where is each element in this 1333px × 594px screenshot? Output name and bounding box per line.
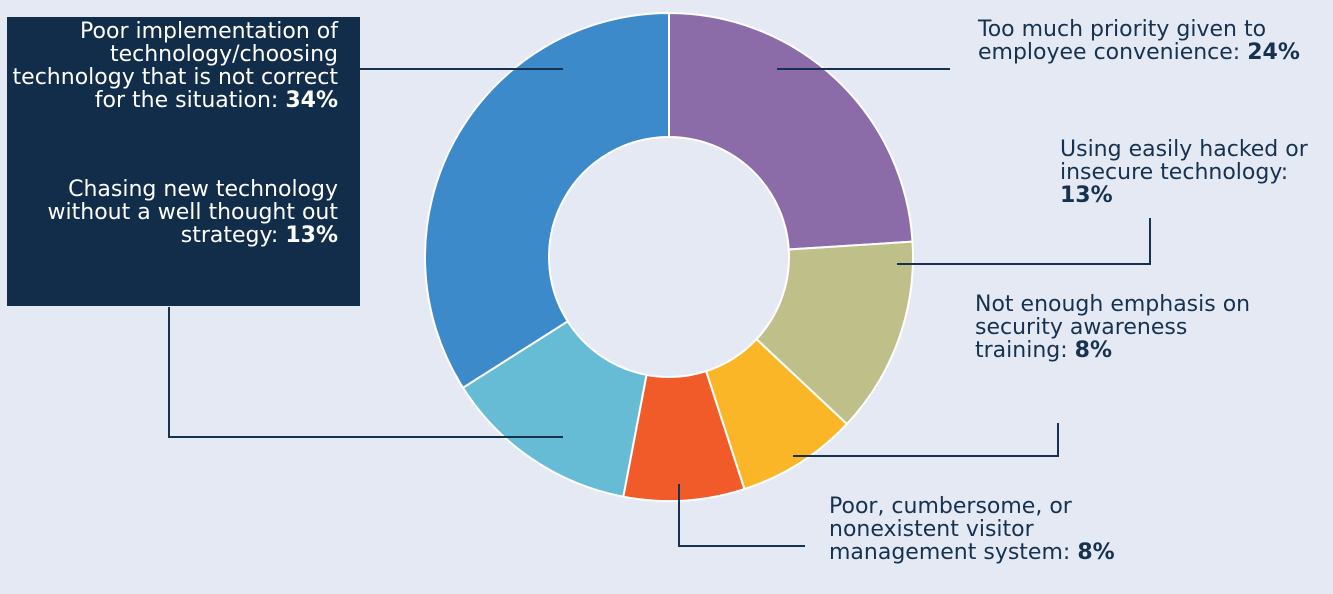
leader-line-chasing	[168, 307, 563, 438]
left-label-panel	[7, 17, 360, 306]
label-employee-convenience: Too much priority given to employee conv…	[978, 18, 1308, 64]
label-value: 24%	[1247, 40, 1300, 65]
label-text: Chasing new technology without a well th…	[47, 177, 338, 248]
leader-line-visitor	[678, 484, 805, 547]
label-value: 13%	[1060, 183, 1113, 208]
label-text: Poor, cumbersome, or nonexistent visitor…	[829, 494, 1072, 565]
label-text: Poor implementation of technology/choosi…	[12, 19, 338, 113]
leader-line-awareness	[793, 423, 1059, 457]
label-value: 8%	[1077, 540, 1115, 565]
donut-slice-5	[424, 11, 670, 390]
label-security-awareness: Not enough emphasis on security awarenes…	[975, 293, 1275, 362]
donut-slice-4	[461, 319, 648, 498]
label-text: Using easily hacked or insecure technolo…	[1060, 137, 1308, 185]
label-insecure-technology: Using easily hacked or insecure technolo…	[1060, 138, 1330, 207]
label-value: 13%	[285, 223, 338, 248]
label-visitor-management: Poor, cumbersome, or nonexistent visitor…	[829, 495, 1149, 564]
label-poor-implementation: Poor implementation of technology/choosi…	[0, 20, 338, 112]
label-value: 8%	[1074, 338, 1112, 363]
label-value: 34%	[285, 88, 338, 113]
label-text: Not enough emphasis on security awarenes…	[975, 292, 1251, 363]
leader-line-insecure-tech	[897, 218, 1151, 265]
donut-slice-1	[755, 240, 914, 426]
donut-slice-0	[668, 11, 914, 251]
label-text: Too much priority given to employee conv…	[978, 17, 1267, 65]
label-chasing-new-tech: Chasing new technology without a well th…	[0, 178, 338, 247]
